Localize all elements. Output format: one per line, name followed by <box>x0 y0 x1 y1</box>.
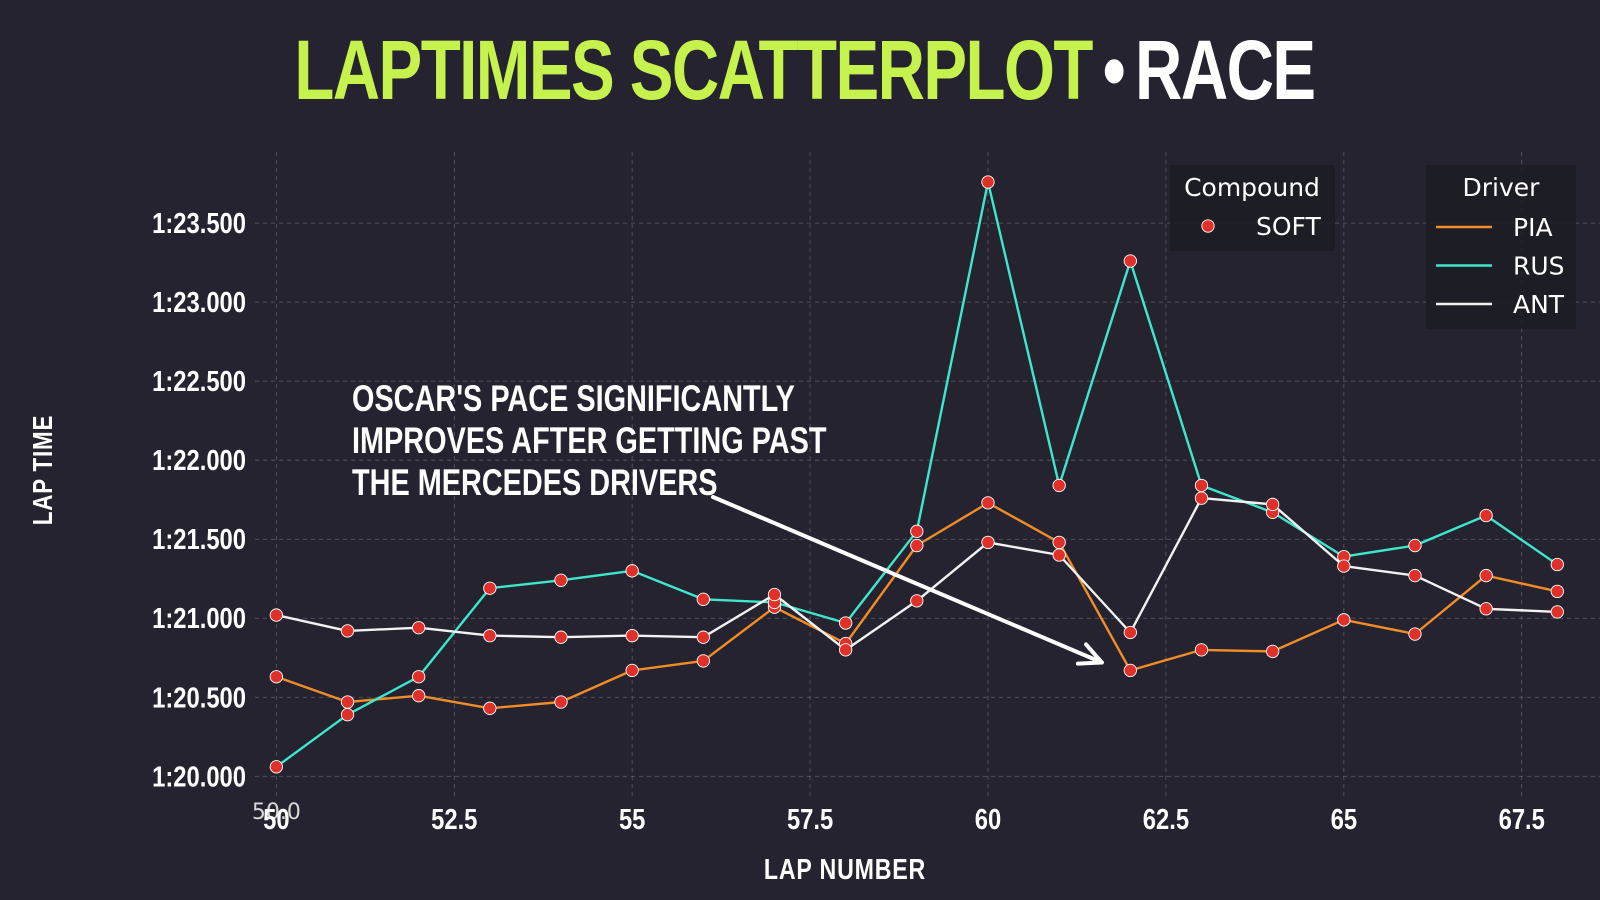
data-point-pia <box>1550 584 1564 599</box>
data-point-pia <box>554 695 568 709</box>
data-point-pia <box>1123 663 1137 678</box>
y-tick-label: 1:20.000 <box>152 760 246 793</box>
data-point-pia <box>910 538 924 553</box>
y-tick-labels: 1:20.000 1:20.500 1:21.000 1:21.500 1:22.000… <box>152 207 246 793</box>
data-point-rus <box>483 581 497 595</box>
annotation-arrow-head <box>1075 642 1104 666</box>
data-point-ant <box>1265 497 1280 512</box>
legend-driver-label-ant: ANT <box>1513 290 1565 319</box>
chart-title-main: LAPTIMES SCATTERPLOT <box>294 23 1093 117</box>
data-point-ant <box>1479 602 1493 616</box>
data-point-rus <box>981 175 995 189</box>
data-point-ant <box>269 608 283 622</box>
data-point-rus <box>910 524 924 538</box>
chart-title: LAPTIMES SCATTERPLOT • RACE <box>180 28 1428 112</box>
series-points <box>269 175 1564 774</box>
data-point-rus <box>1550 557 1564 572</box>
chart-title-session: RACE <box>1135 23 1316 117</box>
x-tick-label: 55 <box>619 803 645 836</box>
legend-compound: Compound SOFT <box>1170 165 1335 251</box>
data-point-rus <box>1479 508 1493 523</box>
series-line-ant <box>276 496 1558 652</box>
data-point-pia <box>1337 613 1351 627</box>
data-point-ant <box>1123 625 1137 640</box>
x-axis-label: LAP NUMBER <box>764 852 926 885</box>
x-tick-label: 67.5 <box>1499 803 1545 836</box>
legend-compound-marker <box>1201 219 1215 233</box>
data-point-ant <box>412 621 426 635</box>
data-point-pia <box>269 670 283 684</box>
grid-lines <box>255 152 1600 800</box>
data-point-ant <box>1194 491 1209 505</box>
y-tick-label: 1:22.000 <box>152 444 246 477</box>
annotation-text: THE MERCEDES DRIVERS <box>352 463 718 504</box>
data-point-rus <box>1408 538 1422 553</box>
data-point-rus <box>412 670 426 684</box>
data-point-pia <box>981 496 995 510</box>
data-point-ant <box>340 624 355 638</box>
data-point-ant <box>1052 548 1066 562</box>
data-point-ant <box>696 630 710 644</box>
data-point-ant <box>1550 605 1564 619</box>
annotation-text: IMPROVES AFTER GETTING PAST <box>352 421 826 462</box>
x-tick-label: 62.5 <box>1143 803 1189 836</box>
data-point-pia <box>1052 535 1066 550</box>
annotation-arrow-shaft <box>711 495 1104 665</box>
x-tick-label: 52.5 <box>431 803 477 836</box>
data-point-ant <box>1337 559 1351 573</box>
data-point-ant <box>981 535 995 550</box>
y-tick-label: 1:20.500 <box>152 681 246 714</box>
data-point-rus <box>625 564 639 578</box>
data-point-pia <box>1408 627 1422 641</box>
x-tick-labels: 50.050 52.5 55 57.5 60 62.5 65 67.5 <box>252 800 1545 836</box>
legend-driver-label-rus: RUS <box>1513 252 1565 281</box>
y-tick-label: 1:22.500 <box>152 365 246 398</box>
data-point-ant <box>839 643 853 657</box>
data-point-rus <box>340 708 355 722</box>
data-point-ant <box>1408 568 1422 583</box>
legend-driver-label-pia: PIA <box>1513 213 1553 242</box>
data-point-pia <box>1479 568 1493 583</box>
x-tick-label: 60 <box>975 803 1001 836</box>
y-tick-label: 1:23.000 <box>152 286 246 319</box>
data-point-rus <box>554 573 568 587</box>
data-point-pia <box>412 689 426 703</box>
chart-title-separator: • <box>1102 23 1126 117</box>
data-point-pia <box>1194 643 1209 657</box>
y-tick-label: 1:23.500 <box>152 207 246 240</box>
data-point-pia <box>625 663 639 678</box>
x-tick-label-overlap: 50.0 <box>252 800 301 825</box>
x-tick-label: 65 <box>1331 803 1357 836</box>
y-tick-label: 1:21.500 <box>152 523 246 556</box>
data-point-pia <box>1265 644 1280 659</box>
data-point-ant <box>910 594 924 608</box>
data-point-rus <box>1052 478 1066 493</box>
data-point-pia <box>483 701 497 715</box>
data-point-ant <box>483 628 497 643</box>
y-tick-label: 1:21.000 <box>152 602 246 635</box>
data-point-rus <box>696 592 710 606</box>
x-tick-label: 57.5 <box>787 803 833 836</box>
data-point-rus <box>269 760 283 774</box>
data-point-pia <box>340 695 355 709</box>
annotation-text: OSCAR'S PACE SIGNIFICANTLY <box>352 379 795 420</box>
data-point-ant <box>767 587 782 602</box>
x-tick-label: 50 <box>263 803 289 836</box>
data-point-rus <box>839 616 853 630</box>
data-point-ant <box>554 630 568 644</box>
legend-driver-title: Driver <box>1463 173 1541 202</box>
legend-driver-box <box>1426 165 1576 329</box>
legend-driver: Driver PIA RUS ANT <box>1426 165 1576 329</box>
data-point-rus <box>1123 254 1137 268</box>
legend-compound-label: SOFT <box>1256 212 1321 241</box>
legend-compound-title: Compound <box>1184 173 1320 202</box>
y-axis-label: LAP TIME <box>28 415 59 525</box>
data-point-ant <box>625 628 639 643</box>
data-point-pia <box>696 654 710 668</box>
data-point-rus <box>1194 478 1209 493</box>
